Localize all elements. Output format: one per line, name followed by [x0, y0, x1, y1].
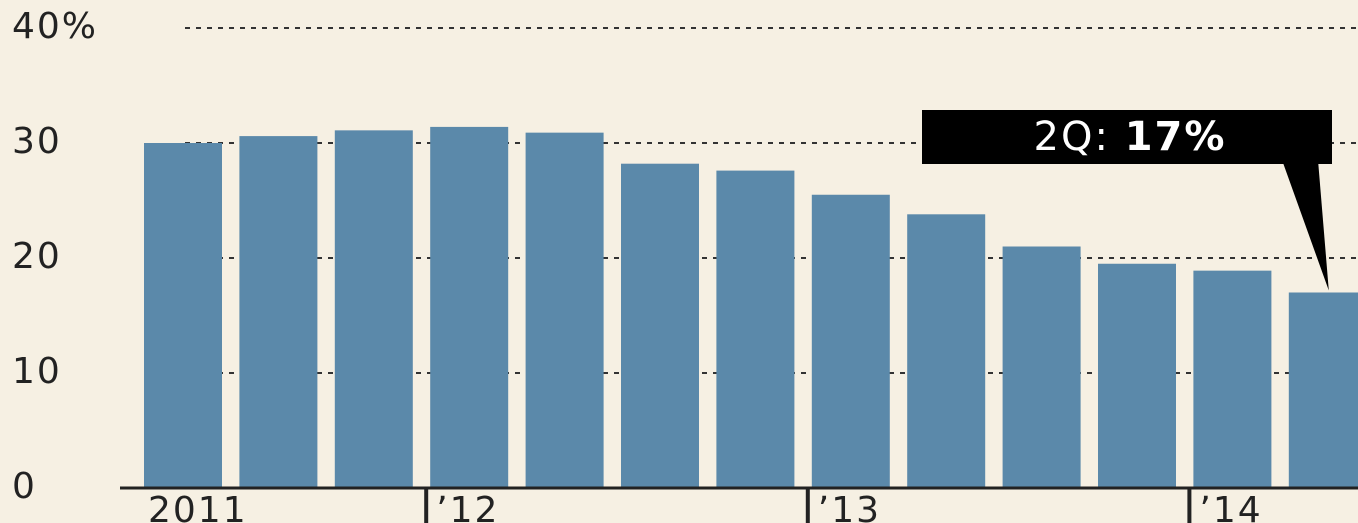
bar — [1002, 246, 1081, 488]
bar — [1193, 270, 1272, 488]
y-tick-label: 20 — [12, 236, 62, 277]
bar — [525, 132, 604, 488]
x-tick-label: ’14 — [1199, 490, 1262, 523]
x-tick-label: ’13 — [818, 490, 881, 523]
bar — [811, 194, 890, 488]
bar — [907, 214, 986, 489]
bar — [239, 136, 318, 488]
y-tick-label: 10 — [12, 351, 62, 392]
callout-value: 17% — [1125, 114, 1227, 160]
bar — [334, 130, 413, 488]
callout-box — [922, 110, 1332, 164]
x-tick-label: 2011 — [148, 490, 248, 523]
bar — [1098, 263, 1176, 488]
callout-pointer — [1282, 160, 1329, 291]
y-tick-label: 40% — [12, 6, 98, 47]
callout-label: 2Q: — [1034, 114, 1110, 160]
x-tick-label: ’12 — [436, 490, 499, 523]
y-tick-label: 0 — [12, 466, 37, 507]
callout-text: 2Q: 17% — [1034, 114, 1227, 160]
bar — [716, 170, 795, 488]
bar — [621, 163, 699, 488]
bar — [144, 143, 222, 488]
bar — [430, 126, 509, 489]
y-tick-label: 30 — [12, 121, 62, 162]
bar — [1288, 292, 1358, 488]
